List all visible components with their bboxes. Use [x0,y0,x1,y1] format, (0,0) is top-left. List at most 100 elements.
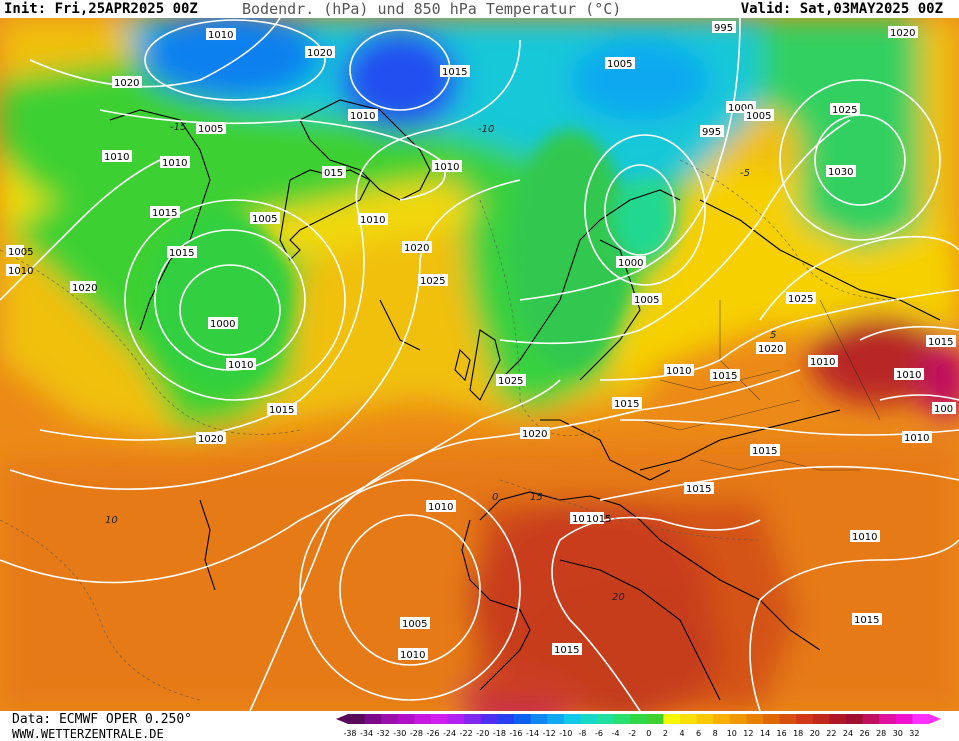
svg-text:1015: 1015 [854,615,879,626]
svg-text:1010: 1010 [904,433,929,444]
isotherm-label: -15 [170,122,186,133]
scale-cell [613,714,631,724]
isobar-label: 1015 [440,65,470,78]
svg-text:1000: 1000 [210,319,235,330]
isobar-label: 1025 [496,374,526,387]
scale-tick-label: -38 [343,729,356,738]
svg-text:1020: 1020 [198,434,223,445]
scale-cell [646,714,664,724]
map-footer: Data: ECMWF OPER 0.250° WWW.WETTERZENTRA… [0,711,959,741]
scale-cell [597,714,615,724]
isobar-label: 1020 [402,241,432,254]
isobar-label: 1005 [400,617,430,630]
svg-text:1015: 1015 [686,484,711,495]
isobar-label: 1005 [250,212,280,225]
isobar-label: 1005 [605,57,635,70]
scale-tick-label: 12 [743,729,753,738]
isobar-label: 1010 [432,160,462,173]
scale-cell [630,714,648,724]
scale-tick-label: -10 [559,729,572,738]
svg-text:1010: 1010 [400,650,425,661]
isotherm-labels: -15 -10 -5 0 5 10 15 20 [105,122,776,603]
svg-text:1015: 1015 [614,399,639,410]
scale-tick-label: -34 [360,729,373,738]
scale-cell [879,714,897,724]
scale-cell [746,714,764,724]
isobar-label: 1010 [664,364,694,377]
scale-tick-label: 8 [713,729,718,738]
scale-cell [563,714,581,724]
scale-tick-label: -8 [578,729,586,738]
isobar-label: 1015 [710,369,740,382]
scale-tick-label: 2 [663,729,668,738]
isotherm-label: 0 [492,492,498,503]
isobar-label: 1010 [102,150,132,163]
svg-text:1015: 1015 [269,405,294,416]
scale-cell [580,714,598,724]
scale-cell [812,714,830,724]
isobar-label: 1010 [902,431,932,444]
scale-tick-label: 20 [810,729,820,738]
svg-text:1015: 1015 [169,248,194,259]
svg-text:1015: 1015 [554,645,579,656]
svg-text:1010: 1010 [104,152,129,163]
isobar-label: 1020 [520,427,550,440]
scale-tick-label: 4 [679,729,684,738]
svg-text:1020: 1020 [758,344,783,355]
svg-text:1025: 1025 [420,276,445,287]
isobar-label: 1015 [584,512,611,525]
svg-text:1010: 1010 [8,266,33,277]
svg-text:100: 100 [934,404,953,415]
isotherm-label: -5 [740,168,750,179]
svg-text:1000: 1000 [618,258,643,269]
svg-text:1010: 1010 [666,366,691,377]
isotherm-label: 15 [530,492,543,503]
scale-tick-label: -30 [393,729,406,738]
isobar-label: 1010 [348,109,378,122]
isobar-label: 1015 [167,246,197,259]
isobar-label: 995 [700,125,724,138]
isobar-label: 1005 [744,109,774,122]
svg-text:1010: 1010 [350,111,375,122]
isobar-label: 1000 [616,256,646,269]
website: WWW.WETTERZENTRALE.DE [12,727,164,741]
scale-cell [447,714,465,724]
weather-map: 1010 1020 1015 995 1020 1005 1000 995 10… [0,18,959,711]
svg-text:1005: 1005 [607,59,632,70]
isotherm-label: 20 [612,592,625,603]
isobar-label: 100 [932,402,956,415]
isobar-label: 1020 [70,281,97,294]
isobar-label: 1025 [786,292,816,305]
scale-arrow-left [336,714,348,724]
isobar-label: 1030 [826,165,856,178]
svg-text:1010: 1010 [360,215,385,226]
isobar-label: 1020 [756,342,786,355]
isotherm-label: 5 [770,330,776,341]
svg-text:1005: 1005 [8,247,33,258]
scale-tick-label: -16 [509,729,522,738]
svg-text:1010: 1010 [162,158,187,169]
scale-cell [663,714,681,724]
svg-text:1020: 1020 [307,48,332,59]
svg-text:995: 995 [702,127,721,138]
scale-tick-label: -6 [595,729,603,738]
isobar-label: 1015 [552,643,582,656]
scale-tick-label: -28 [410,729,423,738]
isobar-label: 1010 [6,264,33,277]
isobar-label: 1020 [888,26,918,39]
scale-tick-label: -4 [612,729,620,738]
scale-arrow-right [929,714,941,724]
isobar-label: 1010 [206,28,236,41]
isobar-labels: 1010 1020 1015 995 1020 1005 1000 995 10… [6,21,956,661]
scale-tick-label: -26 [426,729,439,738]
isobar-label: 1005 [632,293,662,306]
svg-text:1025: 1025 [788,294,813,305]
scale-tick-label: 30 [893,729,903,738]
data-source: Data: ECMWF OPER 0.250° [12,712,193,727]
scale-cell [779,714,797,724]
isobar-label: 1020 [305,46,335,59]
scale-tick-label: -22 [460,729,473,738]
scale-cell [514,714,532,724]
scale-tick-label: -12 [543,729,556,738]
svg-text:1010: 1010 [228,360,253,371]
